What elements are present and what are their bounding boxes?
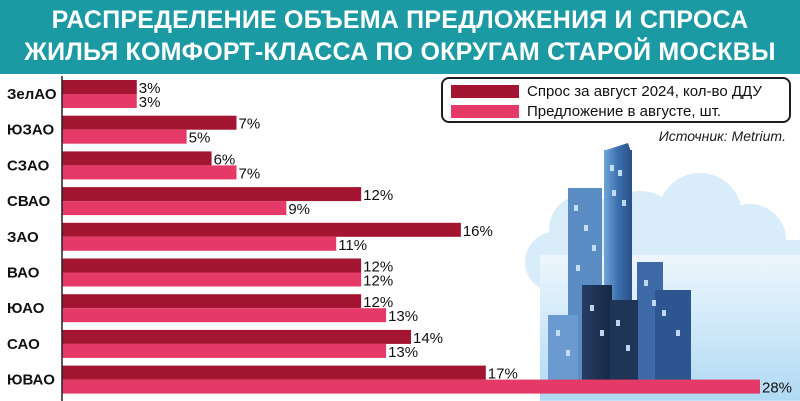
value-label: 12% bbox=[363, 273, 393, 290]
legend-item-demand: Спрос за август 2024, кол-во ДДУ bbox=[451, 82, 762, 100]
title-banner: РАСПРЕДЕЛЕНИЕ ОБЪЕМА ПРЕДЛОЖЕНИЯ И СПРОС… bbox=[0, 0, 800, 74]
demand-bar bbox=[62, 365, 486, 380]
value-label: 11% bbox=[338, 237, 367, 254]
chart-area: ЗелАО ЮЗАО СЗАО СВАО ЗАО ВАО ЮАО САО ЮВАО 3% 3% 7%… bbox=[0, 74, 800, 401]
supply-bar bbox=[62, 379, 760, 394]
category-label: ЮЗАО bbox=[7, 122, 55, 139]
legend-swatch-supply bbox=[451, 104, 519, 118]
category-label: ЗАО bbox=[7, 229, 39, 246]
supply-bar bbox=[62, 201, 287, 216]
source-note: Источник: Metrium. bbox=[658, 128, 786, 144]
category-label: СВАО bbox=[7, 193, 51, 210]
category-label: ЮАО bbox=[7, 300, 45, 317]
chart-title-line-1: РАСПРЕДЕЛЕНИЕ ОБЪЕМА ПРЕДЛОЖЕНИЯ И СПРОС… bbox=[51, 6, 749, 34]
demand-bar bbox=[62, 294, 362, 309]
demand-bar bbox=[62, 222, 461, 237]
legend-item-supply: Предложение в августе, шт. bbox=[451, 102, 721, 120]
demand-bar bbox=[62, 258, 362, 273]
supply-bar bbox=[62, 343, 387, 358]
value-label: 9% bbox=[288, 201, 310, 218]
supply-bar bbox=[62, 94, 137, 108]
category-label: САО bbox=[7, 336, 40, 353]
skyscraper-icon bbox=[548, 143, 691, 382]
demand-bar bbox=[62, 80, 137, 94]
value-label: 17% bbox=[488, 366, 518, 383]
category-label: СЗАО bbox=[7, 157, 50, 174]
demand-bar bbox=[62, 151, 212, 166]
supply-bar bbox=[62, 165, 237, 180]
legend-label-supply: Предложение в августе, шт. bbox=[527, 102, 722, 120]
bar-chart: ЗелАО ЮЗАО СЗАО СВАО ЗАО ВАО ЮАО САО ЮВАО 3%3% 7%… bbox=[7, 76, 800, 401]
value-label: 6% bbox=[214, 151, 236, 168]
value-label: 3% bbox=[139, 80, 161, 97]
supply-bar bbox=[62, 129, 187, 144]
value-label: 12% bbox=[363, 294, 393, 311]
value-label: 16% bbox=[463, 223, 493, 240]
value-label: 12% bbox=[363, 187, 393, 204]
supply-bar bbox=[62, 272, 362, 287]
value-label: 14% bbox=[413, 330, 443, 347]
supply-bar bbox=[62, 236, 337, 251]
legend-swatch-demand bbox=[451, 84, 519, 98]
value-label: 28% bbox=[762, 380, 792, 397]
category-label: ЮВАО bbox=[7, 372, 55, 389]
value-label: 7% bbox=[239, 165, 261, 182]
value-label: 5% bbox=[189, 130, 211, 147]
value-label: 13% bbox=[388, 308, 418, 325]
value-label: 3% bbox=[139, 94, 161, 111]
value-label: 12% bbox=[363, 259, 393, 276]
legend-label-demand: Спрос за август 2024, кол-во ДДУ bbox=[527, 82, 762, 100]
demand-bar bbox=[62, 187, 362, 202]
category-label: ЗелАО bbox=[7, 86, 57, 103]
value-label: 7% bbox=[239, 116, 261, 133]
demand-bar bbox=[62, 115, 237, 130]
category-label: ВАО bbox=[7, 265, 40, 282]
supply-bar bbox=[62, 308, 387, 323]
chart-title-line-2: ЖИЛЬЯ КОМФОРТ-КЛАССА ПО ОКРУГАМ СТАРОЙ М… bbox=[24, 38, 776, 66]
legend: Спрос за август 2024, кол-во ДДУ Предлож… bbox=[441, 77, 791, 123]
city-illustration bbox=[525, 143, 800, 401]
value-label: 13% bbox=[388, 344, 418, 361]
demand-bar bbox=[62, 329, 411, 344]
